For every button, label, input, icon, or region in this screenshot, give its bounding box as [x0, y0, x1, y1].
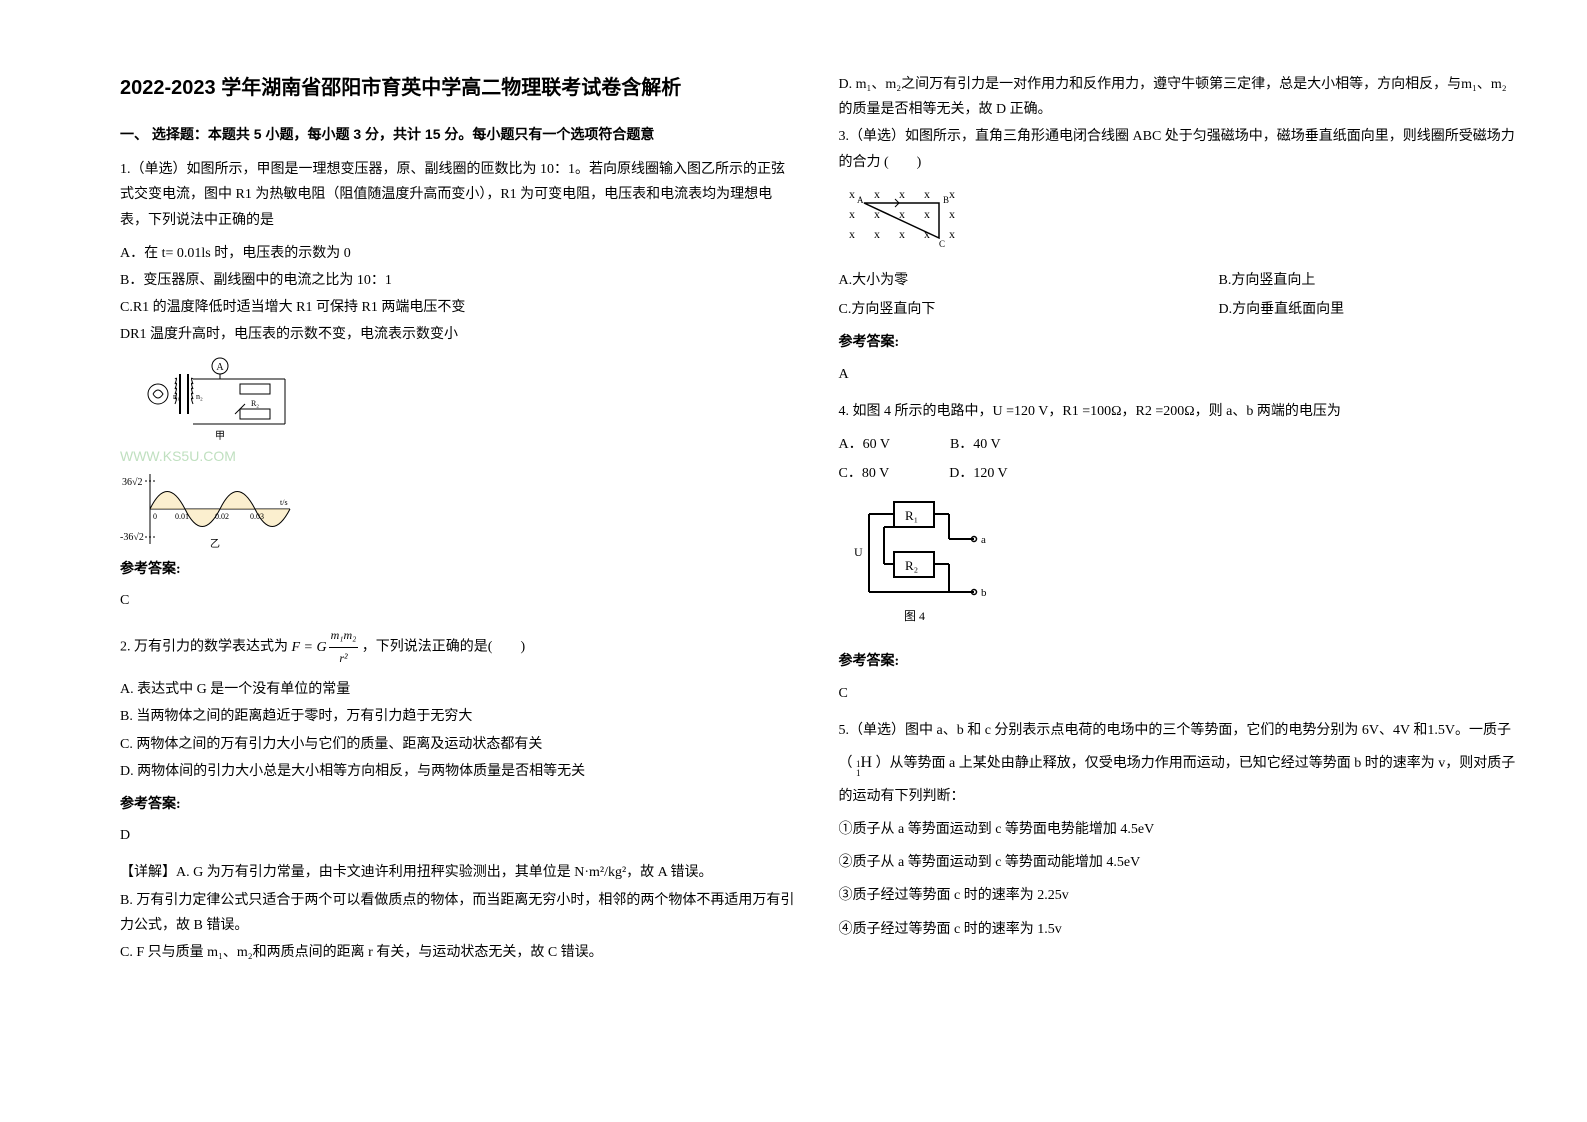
svg-text:乙: 乙	[210, 538, 220, 549]
q2-expl-a: 【详解】A. G 为万有引力常量，由卡文迪许利用扭秤实验测出，其单位是 N·m²…	[120, 860, 799, 885]
svg-text:x: x	[949, 187, 955, 201]
svg-text:x: x	[849, 227, 855, 241]
svg-text:x: x	[849, 187, 855, 201]
q4-opt-c: C．80 V	[839, 461, 890, 486]
svg-text:b: b	[981, 587, 987, 599]
q2-expl-b: B. 万有引力定律公式只适合于两个可以看做质点的物体，而当距离无穷小时，相邻的两…	[120, 888, 799, 938]
q4-answer-label: 参考答案:	[839, 649, 1518, 674]
svg-text:x: x	[949, 207, 955, 221]
q5-stem-post: ）从等势面 a 上某处由静止释放，仅受电场力作用而运动，已知它经过等势面 b 时…	[839, 756, 1516, 804]
q1-answer-label: 参考答案:	[120, 557, 799, 582]
q2-opt-c: C. 两物体之间的万有引力大小与它们的质量、距离及运动状态都有关	[120, 732, 799, 757]
svg-text:x: x	[899, 187, 905, 201]
q4-diagram: R₁ R₂ a b U 图 4	[839, 492, 1518, 641]
q3-opt-c: C.方向竖直向下	[839, 297, 1219, 322]
q2-expl-d: D. m₁、m₂之间万有引力是一对作用力和反作用力，遵守牛顿第三定律，总是大小相…	[839, 72, 1518, 122]
svg-text:x: x	[874, 187, 880, 201]
q2-opt-d: D. 两物体间的引力大小总是大小相等方向相反，与两物体质量是否相等无关	[120, 759, 799, 784]
svg-text:t/s: t/s	[280, 498, 288, 507]
q5-op4: ④质子经过等势面 c 时的速率为 1.5v	[839, 917, 1518, 942]
svg-text:x: x	[874, 227, 880, 241]
q2-stem: 2. 万有引力的数学表达式为 F = G m₁m₂ r² ，下列说法正确的是( …	[120, 625, 799, 669]
svg-text:R₁: R₁	[905, 508, 918, 523]
q1-stem: 1.（单选）如图所示，甲图是一理想变压器，原、副线圈的匝数比为 10：1。若向原…	[120, 157, 799, 233]
svg-text:n₂: n₂	[196, 392, 203, 401]
q2-answer-label: 参考答案:	[120, 792, 799, 817]
q5-op3: ③质子经过等势面 c 时的速率为 2.25v	[839, 883, 1518, 908]
svg-text:x: x	[924, 207, 930, 221]
q4-answer: C	[839, 681, 1518, 706]
q4-opt-a: A．60 V	[839, 432, 890, 457]
q2-opt-a: A. 表达式中 G 是一个没有单位的常量	[120, 677, 799, 702]
q3-row1: A.大小为零 B.方向竖直向上	[839, 268, 1518, 293]
q3-answer: A	[839, 362, 1518, 387]
svg-text:A: A	[216, 362, 224, 373]
svg-text:x: x	[849, 207, 855, 221]
q5-h-formula: 1 1 H	[856, 749, 872, 778]
q1-opt-a: A．在 t= 0.01ls 时，电压表的示数为 0	[120, 241, 799, 266]
circuit-icon: R₁ R₂ a b U 图 4	[839, 492, 999, 632]
svg-text:x: x	[899, 207, 905, 221]
svg-text:x: x	[924, 187, 930, 201]
svg-text:-36√2: -36√2	[120, 532, 144, 543]
q3-opt-d: D.方向垂直纸面向里	[1219, 297, 1345, 322]
svg-text:a: a	[981, 534, 986, 546]
q3-diagram: xxxxx xxxxx xxxxx A B C	[839, 183, 1518, 262]
q1-diagram: A n₁ n₂ R₂ 甲 WWW.KS5U.COM	[120, 354, 799, 549]
q2-answer: D	[120, 823, 799, 848]
svg-text:0.03: 0.03	[250, 512, 264, 521]
svg-text:C: C	[939, 239, 945, 249]
svg-text:R₂: R₂	[251, 399, 259, 408]
q2-expl-c: C. F 只与质量 m₁、m₂和两质点间的距离 r 有关，与运动状态无关，故 C…	[120, 940, 799, 965]
svg-text:x: x	[899, 227, 905, 241]
svg-text:甲: 甲	[215, 431, 225, 442]
q2-stem-pre: 2. 万有引力的数学表达式为	[120, 639, 288, 654]
q3-answer-label: 参考答案:	[839, 330, 1518, 355]
q5-op2: ②质子从 a 等势面运动到 c 等势面动能增加 4.5eV	[839, 850, 1518, 875]
section-header: 一、 选择题：本题共 5 小题，每小题 3 分，共计 15 分。每小题只有一个选…	[120, 122, 799, 147]
q3-opt-b: B.方向竖直向上	[1219, 268, 1316, 293]
svg-text:图 4: 图 4	[904, 609, 925, 623]
q4-row1: A．60 V B．40 V	[839, 432, 1518, 457]
svg-text:n₁: n₁	[173, 392, 180, 401]
q2-opt-b: B. 当两物体之间的距离趋近于零时，万有引力趋于无穷大	[120, 704, 799, 729]
q1-opt-b: B．变压器原、副线圈中的电流之比为 10：1	[120, 268, 799, 293]
svg-text:36√2: 36√2	[122, 477, 143, 488]
svg-text:B: B	[943, 195, 949, 205]
q4-stem: 4. 如图 4 所示的电路中，U =120 V，R1 =100Ω，R2 =200…	[839, 399, 1518, 424]
svg-text:A: A	[857, 195, 864, 205]
triangle-coil-icon: xxxxx xxxxx xxxxx A B C	[839, 183, 1009, 253]
left-column: 2022-2023 学年湖南省邵阳市育英中学高二物理联考试卷含解析 一、 选择题…	[100, 70, 819, 1092]
svg-text:x: x	[949, 227, 955, 241]
right-column: D. m₁、m₂之间万有引力是一对作用力和反作用力，遵守牛顿第三定律，总是大小相…	[819, 70, 1538, 1092]
q2-stem-post: ，下列说法正确的是( )	[362, 639, 525, 654]
q1-opt-c: C.R1 的温度降低时适当增大 R1 可保持 R1 两端电压不变	[120, 295, 799, 320]
document-title: 2022-2023 学年湖南省邵阳市育英中学高二物理联考试卷含解析	[120, 70, 799, 106]
q3-stem: 3.（单选）如图所示，直角三角形通电闭合线圈 ABC 处于匀强磁场中，磁场垂直纸…	[839, 124, 1518, 174]
q5-stem: 5.（单选）图中 a、b 和 c 分别表示点电荷的电场中的三个等势面，它们的电势…	[839, 718, 1518, 809]
svg-text:U: U	[854, 545, 863, 559]
q2-formula: F = G m₁m₂ r²	[292, 625, 359, 669]
q3-opt-a: A.大小为零	[839, 268, 1219, 293]
q4-opt-d: D．120 V	[949, 461, 1007, 486]
q3-row2: C.方向竖直向下 D.方向垂直纸面向里	[839, 297, 1518, 322]
svg-text:0: 0	[153, 512, 157, 521]
svg-text:0.02: 0.02	[215, 512, 229, 521]
q4-opt-b: B．40 V	[950, 432, 1001, 457]
svg-text:0.01: 0.01	[175, 512, 189, 521]
q1-answer: C	[120, 588, 799, 613]
q5-op1: ①质子从 a 等势面运动到 c 等势面电势能增加 4.5eV	[839, 817, 1518, 842]
svg-text:R₂: R₂	[905, 558, 918, 573]
q1-opt-d: DR1 温度升高时，电压表的示数不变，电流表示数变小	[120, 322, 799, 347]
transformer-icon: A n₁ n₂ R₂ 甲	[120, 354, 320, 444]
watermark-text: WWW.KS5U.COM	[120, 444, 799, 469]
sine-wave-icon: 36√2 -36√2 0 0.01 0.02 0.03 t/s 乙	[120, 469, 300, 549]
q4-row2: C．80 V D．120 V	[839, 461, 1518, 486]
